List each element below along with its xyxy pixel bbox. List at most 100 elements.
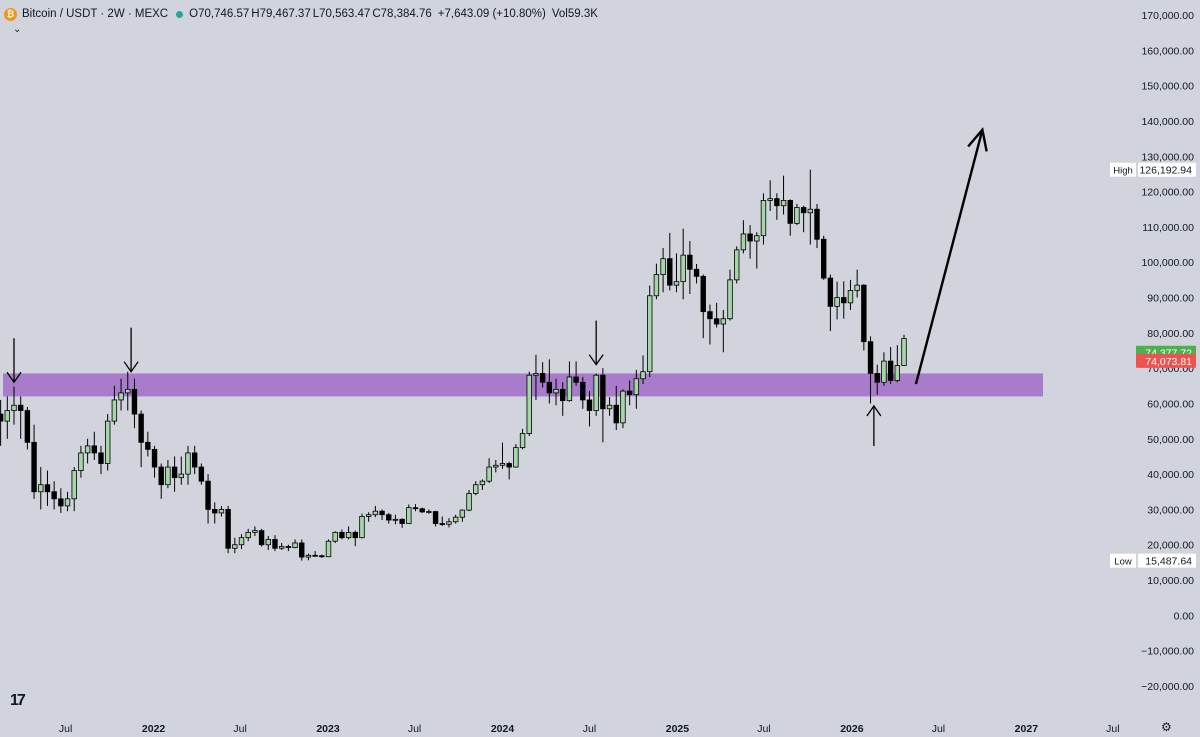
candle — [104, 414, 111, 471]
x-tick-label: 2027 — [1015, 723, 1039, 735]
x-tick-label: Jul — [757, 723, 770, 735]
candle-body — [626, 390, 633, 396]
candle-body — [553, 388, 559, 394]
candle — [687, 241, 693, 294]
ohlc-low: L70,563.47 — [312, 8, 371, 20]
candle-body — [727, 279, 733, 320]
candle-body — [680, 254, 686, 283]
candle — [620, 389, 626, 429]
candle-body — [526, 374, 532, 434]
x-tick-label: 2023 — [316, 723, 340, 735]
candle — [138, 410, 144, 468]
candle — [780, 175, 787, 215]
candle-body — [292, 542, 298, 548]
candle-body — [78, 452, 84, 471]
candle-body — [17, 404, 24, 411]
high-tag-text: High — [1113, 166, 1133, 177]
candle — [667, 232, 673, 291]
candle — [861, 284, 867, 351]
candle — [412, 504, 419, 512]
candle — [486, 458, 492, 483]
candle — [881, 352, 887, 386]
candle — [814, 203, 820, 249]
candle — [827, 274, 834, 332]
candle — [847, 279, 854, 310]
candle — [319, 554, 325, 558]
candle-body — [426, 511, 432, 513]
candle — [820, 235, 827, 280]
candle — [499, 442, 506, 469]
candle — [11, 386, 17, 425]
candle — [44, 470, 51, 506]
candle-body — [513, 447, 519, 468]
symbol-title[interactable]: Bitcoin / USDT · 2W · MEXC — [22, 8, 169, 20]
candle-body — [713, 318, 720, 325]
ohlc-close: C78,384.76 — [372, 8, 432, 20]
candle — [332, 531, 338, 543]
candle-body — [138, 413, 144, 443]
candle — [787, 199, 793, 236]
candle-body — [780, 200, 787, 207]
candle — [426, 509, 432, 514]
candle — [178, 456, 184, 485]
x-tick-label: Jul — [583, 723, 596, 735]
chevron-down-icon[interactable]: ⌄ — [13, 24, 22, 35]
y-tick-label: 110,000.00 — [1142, 222, 1194, 234]
down-arrow-marker — [6, 338, 22, 384]
candle — [526, 371, 532, 436]
y-tick-label: −20,000.00 — [1141, 681, 1194, 693]
candle — [225, 505, 231, 554]
high-price-label-text: 126,192.94 — [1139, 165, 1192, 177]
candle — [493, 459, 499, 473]
candle-body — [647, 295, 653, 373]
candle-body — [573, 376, 579, 383]
candle-body — [0, 413, 4, 422]
candle — [272, 535, 278, 552]
candle-body — [539, 373, 546, 383]
candle-body — [299, 542, 305, 558]
low-price-label-bg — [1138, 553, 1196, 568]
low-price-label: 15,487.64 — [1138, 553, 1196, 568]
candle-body — [667, 258, 673, 286]
gear-icon[interactable]: ⚙ — [1161, 720, 1172, 734]
candle — [566, 361, 573, 402]
candle — [285, 544, 292, 552]
candle-body — [212, 509, 218, 514]
candle — [299, 539, 305, 561]
y-tick-label: 100,000.00 — [1141, 257, 1194, 269]
candle — [265, 535, 271, 551]
tradingview-logo-icon[interactable]: 17 — [10, 692, 26, 709]
candle — [38, 467, 44, 510]
candle-body — [51, 491, 57, 500]
x-tick-label: 2026 — [840, 723, 864, 735]
candle-body — [867, 341, 874, 374]
candle-body — [506, 463, 512, 468]
candle — [24, 407, 31, 450]
candle-body — [473, 484, 479, 494]
candle-body — [151, 448, 158, 468]
candle-body — [519, 433, 526, 449]
candle-body — [807, 208, 814, 214]
candle-body — [533, 373, 539, 376]
ohlc-high: H79,467.37 — [251, 8, 311, 20]
candle — [278, 542, 285, 551]
candle — [232, 537, 238, 554]
ohlc-change: +7,643.09 (+10.80%) — [437, 8, 546, 20]
candle — [680, 228, 686, 300]
candle — [841, 281, 847, 319]
candle-body — [118, 392, 124, 401]
candle — [740, 220, 747, 254]
y-tick-label: 90,000.00 — [1147, 293, 1194, 305]
candle-body — [319, 555, 325, 558]
candle-body — [580, 381, 586, 401]
candle — [212, 502, 218, 524]
candle-body — [620, 390, 626, 424]
candle — [774, 193, 780, 220]
candle — [446, 518, 452, 528]
candle — [399, 518, 405, 528]
candle-body — [486, 466, 492, 482]
candle-body — [252, 530, 258, 533]
candle — [901, 334, 907, 367]
candle — [747, 225, 753, 259]
